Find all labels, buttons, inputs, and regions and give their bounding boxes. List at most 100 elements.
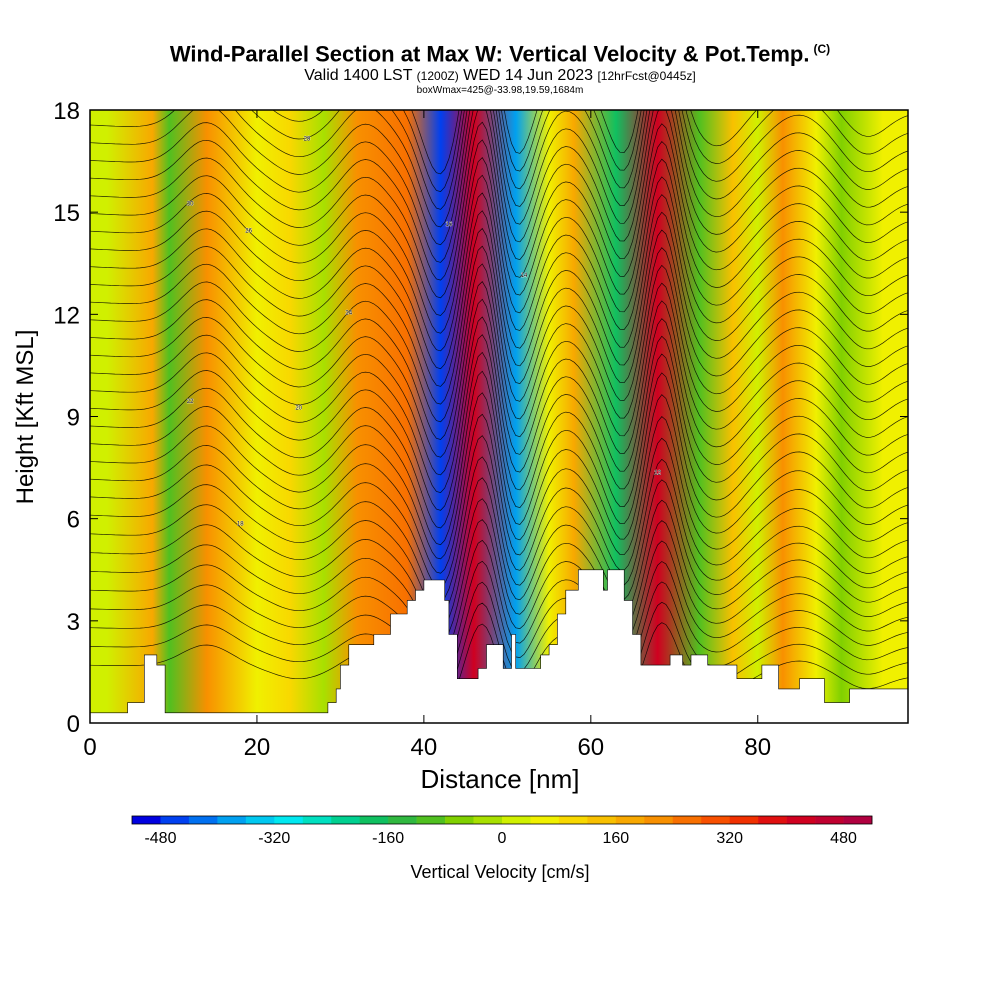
colorbar-tick-label-0: -480 [144,830,176,847]
theta-contour-15 [90,316,908,493]
colorbar-swatch-1 [160,816,190,824]
colorbar-tick-label-1: -320 [258,830,290,847]
terrain [90,569,908,723]
colorbar-swatch-4 [245,816,275,824]
theta-contour-19 [90,245,908,423]
chart-title-block: Wind-Parallel Section at Max W: Vertical… [0,36,1000,96]
colorbar-swatch-24 [815,816,844,824]
theta-contour-22 [90,192,908,370]
plot-area: 30 28 26 24 22 20 18 16 14 12 [90,110,908,723]
theta-contour-2 [90,581,908,685]
colorbar-swatch-19 [672,816,702,824]
colorbar-swatch-0 [132,816,161,824]
colorbar-label: Vertical Velocity [cm/s] [410,862,590,882]
y-tick-label-3: 9 [67,405,80,432]
x-tick-label-3: 60 [577,734,604,761]
theta-label-8: 14 [521,273,528,279]
theta-contour-30 [90,110,908,228]
x-tick-label-4: 80 [744,734,771,761]
colorbar-swatch-25 [843,816,873,824]
theta-contour-26 [90,121,908,299]
theta-contour-5 [90,519,908,644]
theta-label-1: 28 [304,137,311,143]
colorbar-swatch-23 [786,816,816,824]
theta-contour-20 [90,227,908,405]
theta-label-0: 30 [187,201,194,207]
y-tick-label-0: 0 [67,711,80,738]
theta-contour-7 [90,477,908,616]
theta-contour-31 [251,110,908,210]
theta-contour-24 [90,157,908,334]
x-axis-label: Distance [nm] [420,764,580,794]
velocity-field [90,110,908,723]
colorbar-swatch-2 [188,816,218,824]
theta-contour-12 [90,370,908,546]
theta-contour-21 [90,210,908,387]
colorbar-frame [131,815,873,825]
colorbar-swatch-8 [359,816,389,824]
colorbar-swatch-11 [445,816,474,824]
colorbar-swatch-17 [615,816,645,824]
colorbar: -480 -320 -160 0 160 320 480 [131,815,873,847]
theta-label-7: 16 [446,222,453,228]
theta-contour-10 [90,413,908,574]
theta-label-9: 12 [654,470,661,476]
y-tick-label-4: 12 [53,302,80,329]
theta-contour-11 [90,392,908,560]
colorbar-swatch-7 [331,816,360,824]
theta-contour-16 [90,298,908,476]
colorbar-tick-label-2: -160 [372,830,404,847]
y-tick-label-2: 6 [67,507,80,534]
theta-contour-25 [90,139,908,316]
colorbar-swatch-15 [558,816,588,824]
colorbar-swatch-22 [758,816,787,824]
colorbar-tick-label-3: 0 [498,830,507,847]
colorbar-tick-label-4: 160 [602,830,629,847]
theta-contour-18 [90,263,908,440]
colorbar-swatch-9 [388,816,417,824]
theta-contour-17 [90,281,908,458]
colorbar-swatch-10 [416,816,446,824]
colorbar-swatch-6 [302,816,332,824]
theta-label-3: 24 [345,310,352,316]
box-info: boxWmax=425@-33.98,19.59,1684m [416,85,584,97]
colorbar-swatch-16 [587,816,617,824]
theta-label-2: 26 [245,229,252,235]
x-tick-label-2: 40 [411,734,438,761]
colorbar-swatch-3 [217,816,247,824]
colorbar-swatch-20 [701,816,730,824]
theta-contour-14 [90,334,908,511]
y-tick-label-1: 3 [67,609,80,636]
theta-contour-13 [90,351,908,529]
theta-label-5: 20 [295,406,302,412]
y-tick-label-6: 18 [53,98,80,125]
theta-contour-3 [90,560,908,672]
theta-contour-27 [90,110,908,281]
colorbar-swatch-18 [644,816,674,824]
theta-label-4: 22 [187,399,194,405]
theta-contour-23 [90,174,908,352]
colorbar-swatch-14 [530,816,560,824]
theta-label-6: 18 [237,521,244,527]
colorbar-swatch-12 [473,816,503,824]
theta-contour-29 [90,110,908,246]
theta-contour-8 [90,456,908,602]
theta-contour-labels: 30 28 26 24 22 20 18 16 14 12 [187,136,662,527]
title-tag: (C) [813,42,831,56]
x-tick-label-1: 20 [244,734,271,761]
colorbar-tick-label-5: 320 [716,830,743,847]
colorbar-swatch-13 [502,816,531,824]
theta-contour-4 [90,539,908,658]
theta-contour-32 [272,110,908,192]
y-axis-label: Height [Kft MSL] [12,329,39,505]
theta-contour-28 [90,110,908,263]
theta-contour-6 [90,498,908,630]
colorbar-tick-label-6: 480 [830,830,857,847]
colorbar-swatch-21 [729,816,759,824]
chart-title: Wind-Parallel Section at Max W: Vertical… [169,41,831,67]
x-tick-label-0: 0 [83,734,96,761]
theta-contour-9 [90,435,908,588]
theta-contours [90,110,908,713]
valid-time: Valid 1400 LST (1200Z) WED 14 Jun 2023 [… [304,67,696,85]
